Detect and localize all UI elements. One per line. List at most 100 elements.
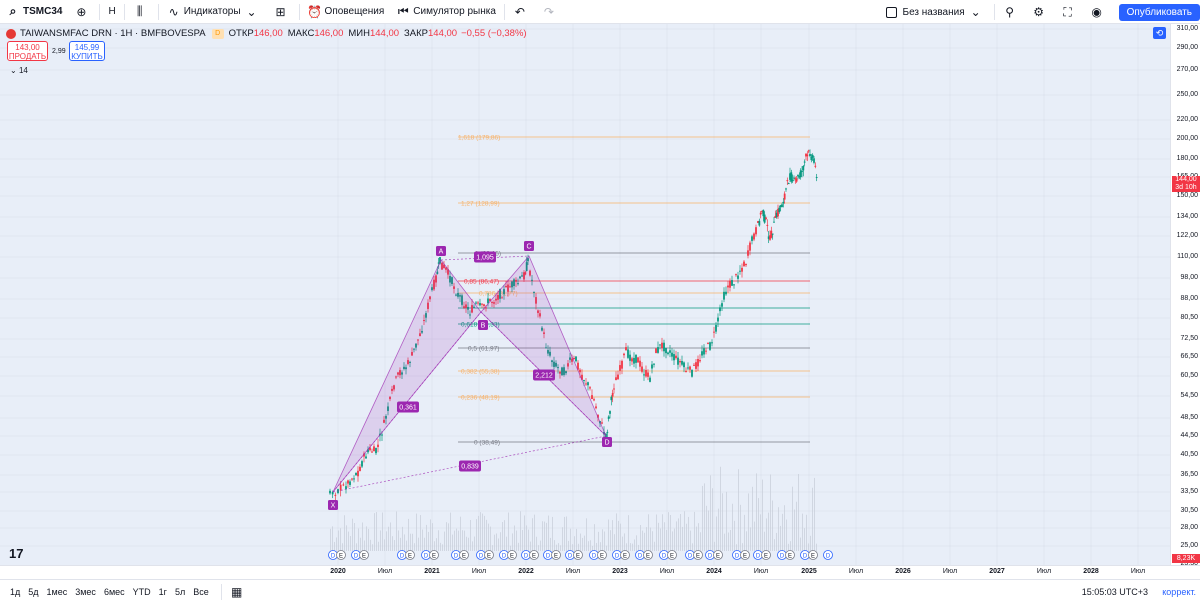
replay-button[interactable]: ⏮ Симулятор рынка — [390, 0, 502, 24]
volume-bar — [732, 503, 733, 551]
publish-button[interactable]: Опубликовать — [1118, 3, 1200, 21]
volume-bar — [582, 537, 583, 551]
price-label: 72,50 — [1180, 335, 1198, 342]
dividend-marker-label: D — [592, 554, 597, 560]
current-price-marker: 144,00 3d 10h — [1172, 176, 1200, 192]
range-button[interactable]: 6мес — [103, 586, 125, 597]
chart-type-button[interactable]: ⫼ — [127, 0, 156, 24]
candle-body — [617, 374, 619, 380]
candle-body — [789, 173, 791, 180]
volume-bar — [794, 509, 795, 551]
volume-bar — [736, 544, 737, 551]
range-button[interactable]: YTD — [132, 586, 151, 597]
candle-body — [703, 348, 705, 355]
goto-date-button[interactable]: ▦ — [224, 580, 253, 603]
indicators-button[interactable]: ∿ Индикаторы ⌄ — [161, 0, 268, 24]
volume-bar — [520, 511, 521, 551]
sync-icon[interactable]: ⟲ — [1153, 27, 1166, 39]
candle-body — [607, 416, 610, 419]
volume-bar — [434, 541, 435, 551]
layout-name-button[interactable]: Без названия ⌄ — [880, 0, 992, 24]
compare-button[interactable]: ⊕ — [68, 0, 97, 24]
price-axis[interactable]: 310,00 290,00 270,00 250,00 220,00 200,00 180,… — [1170, 24, 1200, 583]
fib-level-label: 0,236 (48,19) — [461, 395, 500, 402]
snapshot-button[interactable]: ◉ — [1084, 0, 1113, 24]
volume-bar — [392, 536, 393, 551]
pattern-ratio-label: 2,212 — [535, 373, 553, 380]
candle-body — [485, 307, 487, 309]
legend-open-label: ОТКР — [228, 28, 254, 39]
range-button[interactable]: 1д — [10, 586, 21, 597]
volume-bar — [708, 510, 709, 551]
volume-bar — [370, 539, 371, 551]
volume-bar — [716, 516, 717, 551]
volume-bar — [572, 544, 573, 551]
volume-bar — [668, 512, 669, 551]
alerts-button[interactable]: ⏰ Оповещения — [302, 0, 391, 24]
layouts-button[interactable]: ⊞ — [268, 0, 297, 24]
candle-body — [355, 472, 357, 476]
volume-bar — [712, 488, 713, 551]
candle-body — [551, 360, 553, 363]
range-button[interactable]: 1г — [158, 586, 167, 597]
volume-bar — [788, 543, 789, 551]
candle-body — [453, 286, 455, 289]
interval-button[interactable]: Н — [102, 0, 121, 24]
range-button[interactable]: 3мес — [75, 586, 96, 597]
time-label: 2026 — [895, 568, 911, 575]
dividend-marker-label: D — [688, 554, 693, 560]
earnings-marker — [643, 550, 653, 560]
redo-button[interactable]: ↷ — [536, 0, 565, 24]
price-label: 33,50 — [1180, 488, 1198, 495]
dividend-marker-label: D — [454, 554, 459, 560]
buy-button[interactable]: 145,99 КУПИТЬ — [69, 41, 105, 61]
range-button[interactable]: 1мес — [46, 586, 68, 597]
candle-body — [589, 387, 591, 389]
time-label: Июл — [1036, 568, 1052, 575]
candle-body — [563, 367, 565, 375]
time-label: 2027 — [989, 568, 1005, 575]
undo-button[interactable]: ↶ — [507, 0, 536, 24]
candle-body — [689, 366, 691, 370]
range-button[interactable]: 5д — [28, 586, 39, 597]
candle-body — [351, 478, 353, 480]
volume-bar — [598, 531, 599, 551]
quick-search-button[interactable]: ⚲ — [997, 0, 1026, 24]
clock[interactable]: 15:05:03 UTC+3 — [1081, 586, 1148, 597]
volume-bar — [702, 485, 703, 551]
symbol-search-button[interactable]: ⌕ TSMC34 — [0, 0, 68, 24]
sell-button[interactable]: 143,00 ПРОДАТЬ — [7, 41, 48, 61]
candle-body — [519, 276, 521, 279]
volume-bar — [498, 538, 499, 551]
candle-body — [763, 214, 766, 223]
pattern-point-x: X — [331, 503, 336, 510]
fullscreen-button[interactable]: ⛶ — [1055, 0, 1084, 24]
volume-bar — [490, 526, 491, 551]
settings-button[interactable]: ⚙ — [1026, 0, 1055, 24]
volume-bar — [564, 516, 565, 551]
volume-bar — [346, 525, 347, 551]
adjust-toggle[interactable]: коррект. — [1162, 586, 1196, 597]
indicators-toggle[interactable]: ⌄ 14 — [10, 66, 28, 75]
candle-body — [439, 257, 441, 264]
dividend-marker-label: D — [780, 554, 785, 560]
volume-bar — [642, 530, 643, 551]
volume-bar — [482, 513, 483, 551]
volume-bar — [488, 523, 489, 551]
chart-canvas[interactable]: 1,618 (179,86)1,27 (128,99)1 (98,15)0,85… — [0, 24, 1170, 565]
volume-bar — [696, 526, 697, 551]
range-button[interactable]: Все — [193, 586, 209, 597]
tradingview-logo-icon[interactable]: 17 — [9, 546, 24, 561]
time-axis[interactable]: 2020 Июл 2021 Июл 2022 Июл 2023 Июл 2024 Июл 2025 И… — [0, 565, 1200, 579]
chart-pane[interactable]: 1,618 (179,86)1,27 (128,99)1 (98,15)0,85… — [0, 24, 1170, 565]
candle-body — [683, 362, 685, 368]
candle-body — [531, 279, 533, 281]
volume-bar — [470, 519, 471, 551]
candle-body — [473, 306, 475, 308]
pattern-point-b: B — [481, 323, 486, 330]
candle-body — [759, 212, 762, 215]
volume-bar — [448, 523, 449, 551]
range-button[interactable]: 5л — [174, 586, 186, 597]
market-status-badge[interactable]: D — [211, 28, 224, 39]
candle-body — [781, 204, 783, 208]
